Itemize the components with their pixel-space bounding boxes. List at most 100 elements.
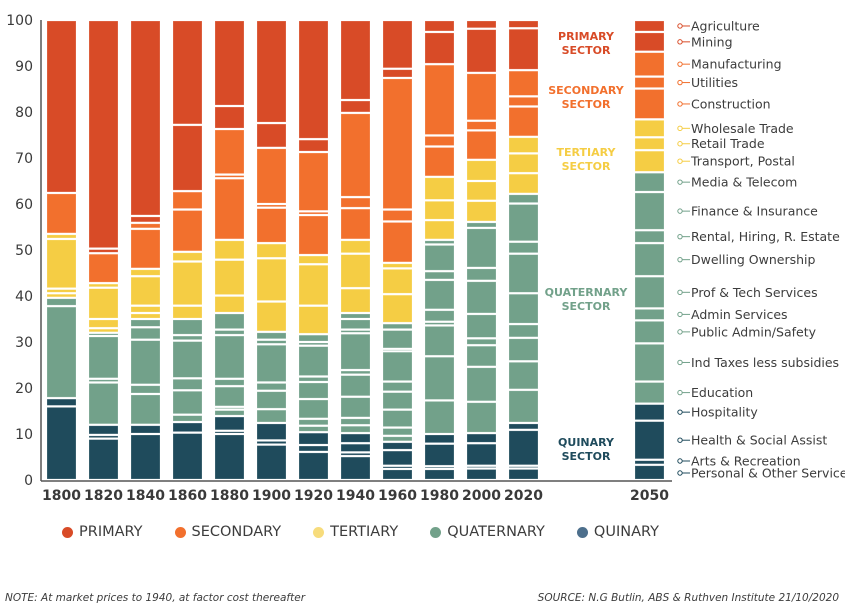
bar-segment-quinary [214,434,245,480]
bar-1920 [298,20,329,480]
bar-segment-quaternary [214,410,245,416]
connector-dot-icon [677,125,683,132]
industry-label: Admin Services [691,307,788,322]
bar-segment-quaternary [172,319,203,335]
bar-segment-tertiary [466,181,497,201]
industry-label: Mining [691,34,733,49]
bar-1960 [382,20,413,480]
industry-label: Finance & Insurance [691,204,818,219]
x-tick-label: 2000 [462,488,501,504]
bar-segment-quaternary [508,390,539,423]
bar-segment-quaternary [172,335,203,340]
bar-segment-quinary [214,416,245,431]
bar-segment-quaternary [256,340,287,344]
bar-segment-quinary [508,466,539,468]
bar-segment-tertiary [46,234,77,239]
bar-segment-quaternary [298,426,329,432]
bar-segment-quaternary [508,204,539,242]
bar-segment-quaternary [214,335,245,379]
bar-segment-quinary [382,442,413,450]
bar-segment-tertiary [88,319,119,328]
legend-dot-quinary [576,526,588,538]
bar-segment-quaternary [466,367,497,402]
bar-segment-quaternary [46,306,77,398]
bar-segment-quinary [256,445,287,480]
bar-segment-quaternary [340,397,371,418]
bar-segment-primary [172,20,203,125]
bar-segment-quaternary [298,377,329,382]
bar-segment-quaternary [466,228,497,268]
bar-segment-primary [634,20,665,32]
bar-segment-quaternary [424,401,455,434]
bar-segment-quaternary [382,382,413,391]
industry-label: Prof & Tech Services [691,285,818,300]
bar-segment-quaternary [382,392,413,409]
bar-segment-tertiary [634,120,665,137]
connector-dot-icon [677,23,683,29]
bar-segment-quaternary [298,342,329,345]
legend-label: PRIMARY [79,524,143,540]
x-tick-label: 1840 [126,488,165,504]
bar-segment-tertiary [88,288,119,319]
bar-segment-quinary [466,443,497,466]
bar-segment-primary [340,100,371,113]
bar-segment-quaternary [340,418,371,425]
bar-segment-quaternary [382,323,413,329]
bar-segment-quaternary [130,340,161,385]
bar-segment-quaternary [130,327,161,339]
bar-segment-tertiary [256,243,287,258]
connector-dot-icon [677,101,683,107]
bar-segment-quaternary [466,402,497,433]
bar-segment-quaternary [382,351,413,381]
bar-segment-tertiary [88,283,119,288]
bar-segment-quinary [634,460,665,465]
industry-label-item: Manufacturing [677,57,782,72]
bar-1860 [172,20,203,480]
bar-segment-quaternary [634,243,665,276]
bar-segment-quaternary [172,379,203,390]
bar-segment-quaternary [298,419,329,426]
bar-segment-quaternary [88,336,119,379]
bar-segment-quaternary [424,271,455,280]
bar-segment-quaternary [256,332,287,340]
connector-dot-icon [677,329,683,335]
bar-segment-primary [88,20,119,248]
bar-segment-primary [424,20,455,32]
bar-segment-quaternary [298,382,329,399]
bar-segment-quaternary [382,436,413,442]
bar-segment-quaternary [340,425,371,433]
bar-segment-quinary [298,432,329,445]
bar-segment-quaternary [214,386,245,407]
connector-dot-icon [677,39,683,45]
x-tick-label: 2050 [630,488,669,504]
bar-segment-quaternary [508,194,539,203]
bar-segment-quaternary [298,346,329,376]
bar-segment-tertiary [46,289,77,293]
bar-segment-secondary [172,210,203,252]
bar-segment-quinary [466,469,497,480]
bar-segment-tertiary [340,254,371,288]
industry-label: Media & Telecom [691,175,797,190]
axes: 0 10 20 30 40 50 60 70 80 90 100 1800 1820 1840 1860 18… [6,13,672,504]
connector-dot-icon [677,179,683,185]
industry-label-item: Retail Trade [677,136,765,151]
bar-segment-primary [88,249,119,253]
industry-label-item: Rental, Hiring, R. Estate [677,229,840,244]
connector-dot-icon [677,158,683,164]
bar-segment-secondary [382,222,413,263]
bar-segment-quaternary [424,310,455,322]
bar-segment-tertiary [256,258,287,301]
industry-label-item: Transport, Postal [677,154,795,169]
bar-segment-tertiary [466,201,497,222]
bar-segment-quaternary [382,410,413,427]
industry-label-item: Hospitality [677,405,758,420]
bar-1800 [46,20,77,480]
bar-segment-tertiary [424,201,455,220]
industry-label: Manufacturing [691,57,782,72]
y-tick-label: 70 [15,151,33,167]
bar-segment-primary [508,28,539,70]
bar-segment-tertiary [424,177,455,200]
x-tick-label: 1920 [294,488,333,504]
bar-segment-quinary [508,423,539,430]
